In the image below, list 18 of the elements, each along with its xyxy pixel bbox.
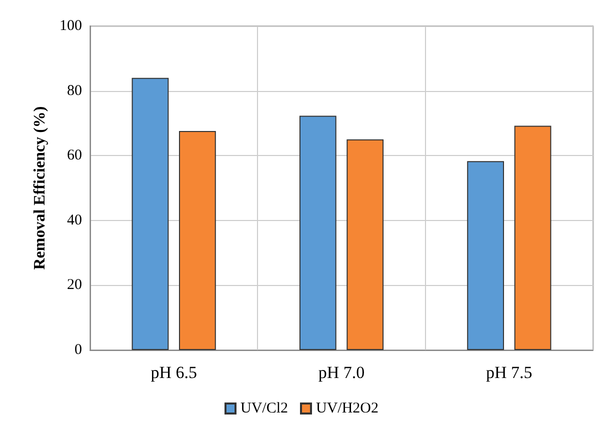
bar [132, 78, 169, 350]
bar [299, 116, 336, 350]
y-axis-title: Removal Efficiency (%) [32, 106, 48, 270]
y-tick-label: 20 [67, 277, 82, 294]
y-tick-label: 100 [60, 18, 82, 34]
y-tick-label: 0 [74, 342, 82, 358]
legend-label: UV/Cl2 [240, 400, 288, 416]
bar [179, 130, 216, 350]
y-tick-label: 40 [67, 212, 82, 228]
x-tick-label: pH 6.5 [150, 363, 197, 382]
legend-label: UV/H2O2 [316, 400, 379, 416]
bar [467, 161, 504, 350]
y-tick-label: 80 [67, 82, 82, 99]
bar [514, 126, 552, 350]
x-tick-label: pH 7.5 [486, 363, 532, 382]
bar [346, 139, 384, 350]
y-tick-label: 60 [67, 148, 82, 164]
x-tick-label: pH 7.0 [318, 363, 365, 382]
